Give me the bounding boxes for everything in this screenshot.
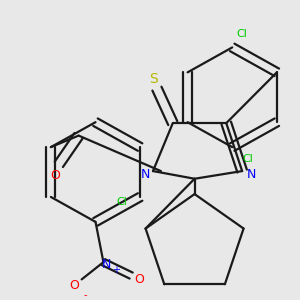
Text: O: O: [50, 169, 60, 182]
Text: Cl: Cl: [237, 29, 248, 39]
Text: O: O: [69, 279, 79, 292]
Text: N: N: [246, 168, 256, 182]
Text: N: N: [140, 168, 150, 182]
Text: -: -: [84, 290, 87, 300]
Text: O: O: [134, 273, 144, 286]
Text: +: +: [112, 265, 120, 275]
Text: S: S: [150, 72, 158, 86]
Text: Cl: Cl: [117, 197, 128, 207]
Text: N: N: [102, 258, 111, 271]
Text: Cl: Cl: [243, 154, 254, 164]
